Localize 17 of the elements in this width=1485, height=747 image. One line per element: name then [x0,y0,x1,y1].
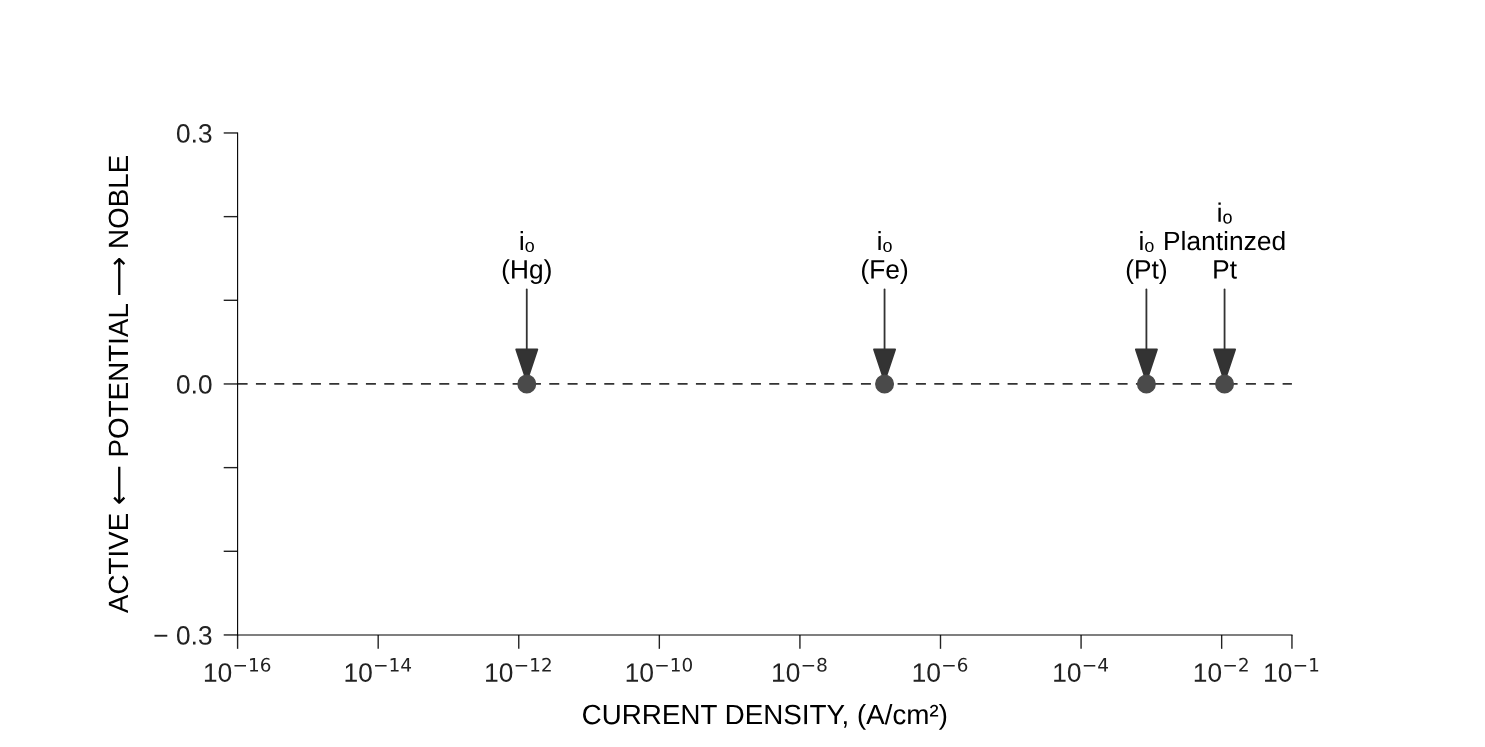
x-tick-label: 10$^{−2}$ [1194,657,1248,682]
x-tick-label: 10$^{−6}$ [913,657,968,682]
annotation: iₒ (Fe) [862,230,908,284]
x-tick-label: 10$^{−8}$ [773,657,827,682]
y-tick-label: 0.0 [176,375,212,394]
y-tick-label: 0.3 [176,124,212,143]
x-tick-label: 10$^{−1}$ [1265,658,1319,682]
x-tick-label: 10$^{−14}$ [345,658,412,682]
x-tick-label: 10$^{−16}$ [204,657,271,682]
x-tick-label: 10$^{−12}$ [486,657,551,682]
annotation: iₒ (Hg) [502,230,551,284]
x-tick-label: 10$^{−10}$ [626,657,692,682]
x-tick-label: 10$^{−4}$ [1054,658,1108,682]
x-axis-title: CURRENT DENSITY, (A/cm²) [583,703,947,730]
y-axis-title: ACTIVE ⟵ POTENTIAL ⟶ NOBLE [108,155,129,614]
annotation: iₒ Plantinzed Pt [1165,202,1285,279]
y-tick-label: − 0.3 [154,626,212,645]
